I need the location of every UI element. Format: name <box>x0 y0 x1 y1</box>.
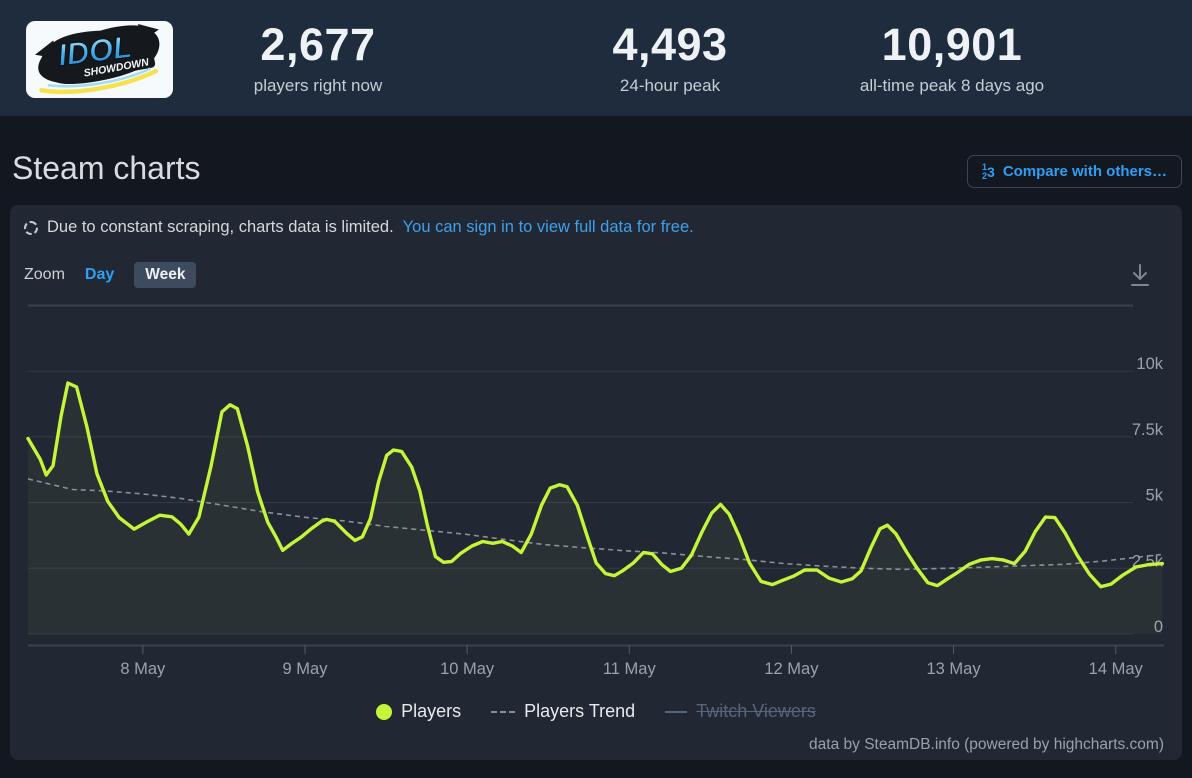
zoom-day-button[interactable]: Day <box>84 266 115 283</box>
chart-legend: Players Players Trend Twitch Viewers <box>10 701 1182 722</box>
x-axis-label: 12 May <box>764 660 819 678</box>
y-axis-label: 5k <box>1146 487 1164 505</box>
zoom-week-button[interactable]: Week <box>134 262 197 288</box>
stat-alltime-peak: 10,901 all-time peak 8 days ago <box>860 22 1044 96</box>
scraping-notice: Due to constant scraping, charts data is… <box>24 218 694 237</box>
download-chart-button[interactable] <box>1126 260 1154 290</box>
x-axis-label: 13 May <box>927 660 982 678</box>
x-axis-label: 8 May <box>120 660 166 678</box>
legend-item-players[interactable]: Players <box>376 701 461 722</box>
compare-button-label: Compare with others… <box>1002 163 1167 180</box>
x-axis-label: 11 May <box>603 660 657 678</box>
stat-current-players: 2,677 players right now <box>254 22 383 96</box>
peak-24h-value: 4,493 <box>612 19 728 70</box>
stat-24h-peak: 4,493 24-hour peak <box>612 22 727 96</box>
legend-item-players-trend[interactable]: Players Trend <box>491 701 635 722</box>
players-trend-marker-icon <box>491 710 516 713</box>
game-logo-art: IDOL SHOWDOWN <box>35 23 160 95</box>
download-icon <box>1131 264 1149 286</box>
compare-numbers-icon: 1 2 3 <box>982 161 995 181</box>
players-trend-line <box>27 478 1163 571</box>
steam-charts-panel: Due to constant scraping, charts data is… <box>10 205 1182 760</box>
chart-credit: data by SteamDB.info (powered by highcha… <box>809 736 1164 753</box>
alltime-peak-value: 10,901 <box>881 19 1023 70</box>
page-title: Steam charts <box>12 150 201 186</box>
twitch-viewers-marker-icon <box>665 710 688 713</box>
legend-players-trend-label: Players Trend <box>524 701 636 721</box>
current-players-value: 2,677 <box>260 19 376 70</box>
y-axis-label: 10k <box>1136 355 1163 373</box>
game-logo[interactable]: IDOL SHOWDOWN <box>26 21 173 98</box>
top-stats-bar: IDOL SHOWDOWN 2,677 players right now 4,… <box>0 0 1192 116</box>
alltime-peak-label: all-time peak 8 days ago <box>859 76 1045 95</box>
notice-text: Due to constant scraping, charts data is… <box>47 218 394 236</box>
y-axis-label: 7.5k <box>1132 421 1164 439</box>
current-players-label: players right now <box>253 76 383 95</box>
x-axis-label: 10 May <box>440 660 495 678</box>
legend-item-twitch-viewers[interactable]: Twitch Viewers <box>665 701 816 722</box>
players-marker-icon <box>376 703 393 720</box>
legend-players-label: Players <box>401 701 462 721</box>
players-line <box>26 381 1165 589</box>
x-axis-label: 9 May <box>283 660 329 678</box>
compare-with-others-button[interactable]: 1 2 3 Compare with others… <box>967 155 1182 188</box>
logo-word-idol: IDOL <box>56 29 134 73</box>
players-area-fill <box>28 383 1163 634</box>
zoom-label: Zoom <box>24 266 65 283</box>
legend-twitch-viewers-label: Twitch Viewers <box>696 701 816 721</box>
dashed-circle-icon <box>24 220 38 235</box>
peak-24h-label: 24-hour peak <box>619 76 721 95</box>
y-axis-label: 0 <box>1154 618 1163 636</box>
x-axis-label: 14 May <box>1089 660 1144 678</box>
zoom-controls: Zoom Day Week <box>24 261 197 289</box>
chart-svg: 8 May 9 May 10 May 11 May 12 May 13 May 14 May… <box>26 304 1165 678</box>
sign-in-link[interactable]: You can sign in to view full data for fr… <box>402 218 694 236</box>
